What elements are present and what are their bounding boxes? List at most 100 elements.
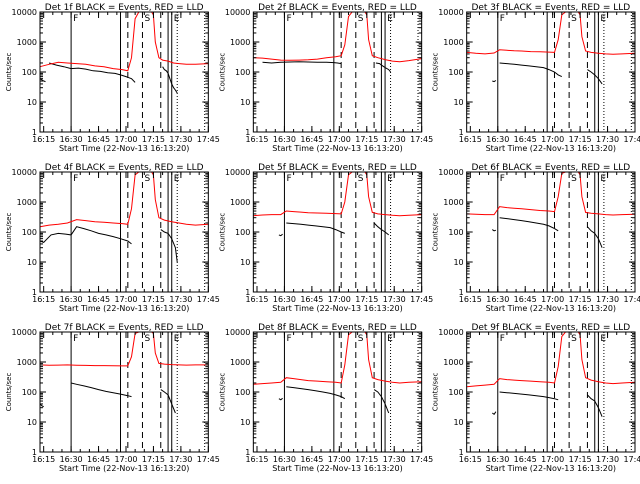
x-tick-label: 16:15: [32, 295, 55, 304]
x-tick-label: 17:00: [541, 135, 564, 144]
events-series-line: [587, 226, 603, 248]
y-axis-label: Counts/sec: [5, 213, 13, 252]
event-marker-label: S: [144, 174, 150, 184]
x-tick-label: 17:45: [410, 135, 433, 144]
x-tick-label: 16:45: [514, 295, 537, 304]
panel-title: Det 5f BLACK = Events, RED = LLD: [258, 163, 417, 173]
events-series-line: [70, 382, 132, 398]
event-marker-label: F: [73, 14, 78, 24]
x-tick-label: 17:30: [596, 295, 619, 304]
plot-frame: [39, 11, 209, 133]
x-axis-label: Start Time (22-Nov-13 16:13:20): [486, 304, 616, 313]
x-axis-label: Start Time (22-Nov-13 16:13:20): [486, 144, 616, 153]
events-series-line: [373, 389, 390, 414]
lld-series-line: [466, 331, 636, 388]
events-series-line: [39, 78, 46, 83]
x-tick-label: 16:15: [459, 135, 482, 144]
event-marker-label: F: [286, 174, 291, 184]
y-tick-label: 10000: [438, 168, 463, 177]
x-axis-label: Start Time (22-Nov-13 16:13:20): [486, 464, 616, 473]
x-tick-label: 17:00: [114, 135, 137, 144]
y-axis-label: Counts/sec: [218, 213, 226, 252]
y-tick-label: 10000: [438, 328, 463, 337]
x-tick-label: 16:30: [486, 135, 509, 144]
x-tick-label: 17:45: [623, 455, 640, 464]
x-tick-label: 17:30: [383, 295, 406, 304]
y-tick-label: 100: [235, 68, 250, 77]
x-tick-label: 16:45: [514, 135, 537, 144]
y-tick-label: 1000: [443, 38, 463, 47]
y-axis-label: Counts/sec: [432, 213, 440, 252]
y-tick-label: 100: [22, 228, 37, 237]
y-tick-label: 1: [245, 288, 250, 297]
y-tick-label: 1: [32, 288, 37, 297]
x-tick-label: 17:30: [596, 135, 619, 144]
x-tick-label: 17:45: [197, 135, 220, 144]
event-marker-label: S: [358, 14, 364, 24]
event-marker-label: F: [73, 174, 78, 184]
panel-title: Det 3f BLACK = Events, RED = LLD: [471, 3, 630, 13]
panel-title: Det 4f BLACK = Events, RED = LLD: [45, 163, 204, 173]
y-tick-label: 10000: [12, 8, 37, 17]
x-tick-label: 16:15: [245, 135, 268, 144]
y-tick-label: 100: [235, 228, 250, 237]
events-series-line: [587, 69, 603, 85]
x-tick-label: 17:30: [169, 455, 192, 464]
y-tick-label: 10: [453, 258, 463, 267]
x-tick-label: 17:15: [142, 295, 165, 304]
y-tick-label: 100: [448, 388, 463, 397]
y-axis-label: Counts/sec: [432, 53, 440, 92]
x-tick-label: 16:45: [87, 295, 110, 304]
x-tick-label: 17:45: [197, 295, 220, 304]
x-tick-label: 17:15: [142, 455, 165, 464]
y-tick-label: 10: [27, 258, 37, 267]
y-tick-label: 1: [459, 128, 464, 137]
plot-frame: [466, 171, 636, 293]
events-series-line: [499, 391, 559, 401]
x-tick-label: 16:15: [32, 135, 55, 144]
plot-frame: [252, 171, 423, 293]
x-tick-label: 17:45: [623, 135, 640, 144]
x-tick-label: 17:30: [596, 455, 619, 464]
y-tick-label: 10000: [225, 328, 250, 337]
lld-series-line: [39, 171, 209, 228]
x-tick-label: 16:15: [245, 295, 268, 304]
events-series-line: [587, 394, 603, 417]
y-tick-label: 1000: [17, 198, 37, 207]
events-series-line: [162, 66, 178, 94]
y-tick-label: 1: [245, 448, 250, 457]
y-axis-label: Counts/sec: [5, 53, 13, 92]
x-tick-label: 17:00: [541, 295, 564, 304]
y-tick-label: 10: [27, 98, 37, 107]
x-tick-label: 16:15: [459, 455, 482, 464]
events-series-line: [160, 229, 178, 263]
event-marker-label: S: [571, 174, 577, 184]
y-tick-label: 1000: [443, 358, 463, 367]
y-tick-label: 100: [235, 388, 250, 397]
panel-title: Det 7f BLACK = Events, RED = LLD: [45, 323, 204, 333]
y-tick-label: 1000: [230, 358, 250, 367]
x-tick-label: 16:30: [486, 295, 509, 304]
y-tick-label: 1: [245, 128, 250, 137]
x-tick-label: 17:30: [383, 455, 406, 464]
x-tick-label: 17:15: [142, 135, 165, 144]
x-tick-label: 16:30: [273, 455, 296, 464]
events-series-line: [499, 217, 559, 232]
y-axis-label: Counts/sec: [432, 373, 440, 412]
event-marker-label: S: [358, 174, 364, 184]
x-tick-label: 17:00: [328, 295, 351, 304]
plot-frame: [39, 171, 209, 293]
y-tick-label: 1000: [17, 358, 37, 367]
y-tick-label: 1: [459, 448, 464, 457]
events-series-line: [39, 403, 44, 408]
panel-title: Det 1f BLACK = Events, RED = LLD: [45, 3, 204, 13]
x-tick-label: 17:15: [355, 455, 378, 464]
y-tick-label: 10000: [225, 8, 250, 17]
event-marker-label: F: [500, 14, 505, 24]
lld-series-line: [39, 331, 209, 367]
x-tick-label: 16:45: [300, 135, 323, 144]
